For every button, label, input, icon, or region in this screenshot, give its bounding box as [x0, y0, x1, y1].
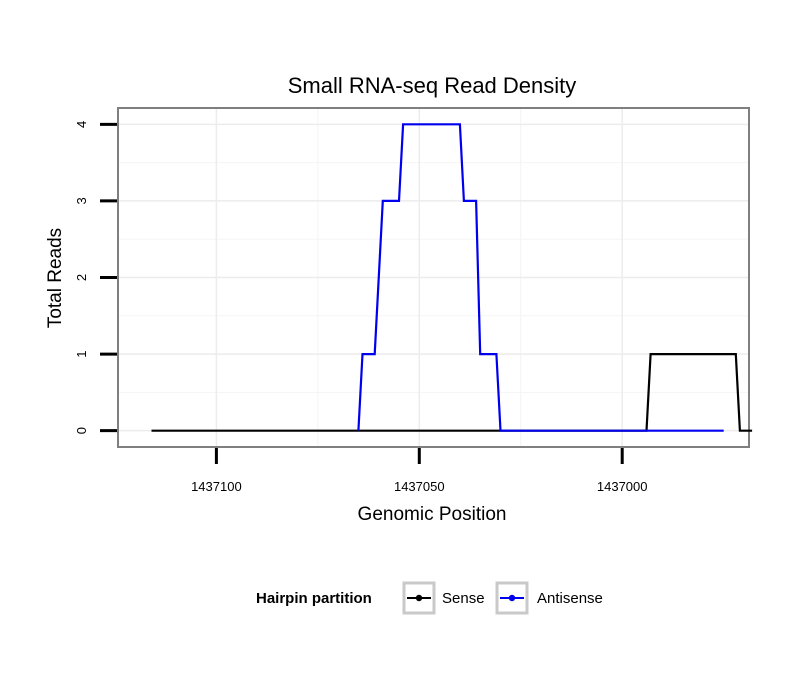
legend-title: Hairpin partition: [256, 590, 372, 607]
x-tick-label: 1437050: [394, 479, 445, 494]
x-tick-label: 1437000: [597, 479, 648, 494]
series-line-antisense: [357, 123, 724, 432]
x-axis: 1437100 1437050 1437000: [191, 448, 648, 494]
grid: [119, 109, 748, 446]
y-tick-label: 0: [74, 427, 89, 434]
chart-title: Small RNA-seq Read Density: [288, 73, 577, 98]
y-tick-label: 4: [74, 121, 89, 128]
legend-key-point: [508, 594, 516, 602]
legend-key-point: [415, 594, 423, 602]
y-axis-label: Total Reads: [45, 228, 66, 328]
series-layer: [151, 123, 753, 432]
y-tick-label: 3: [74, 197, 89, 204]
y-tick-label: 1: [74, 350, 89, 357]
legend: Hairpin partition Sense Antisense: [256, 581, 603, 615]
x-axis-label: Genomic Position: [358, 504, 507, 525]
y-axis: 0 1 2 3 4: [74, 121, 117, 434]
y-tick-label: 2: [74, 274, 89, 281]
legend-label-sense: Sense: [442, 590, 485, 607]
x-tick-label: 1437100: [191, 479, 242, 494]
legend-label-antisense: Antisense: [537, 590, 603, 607]
